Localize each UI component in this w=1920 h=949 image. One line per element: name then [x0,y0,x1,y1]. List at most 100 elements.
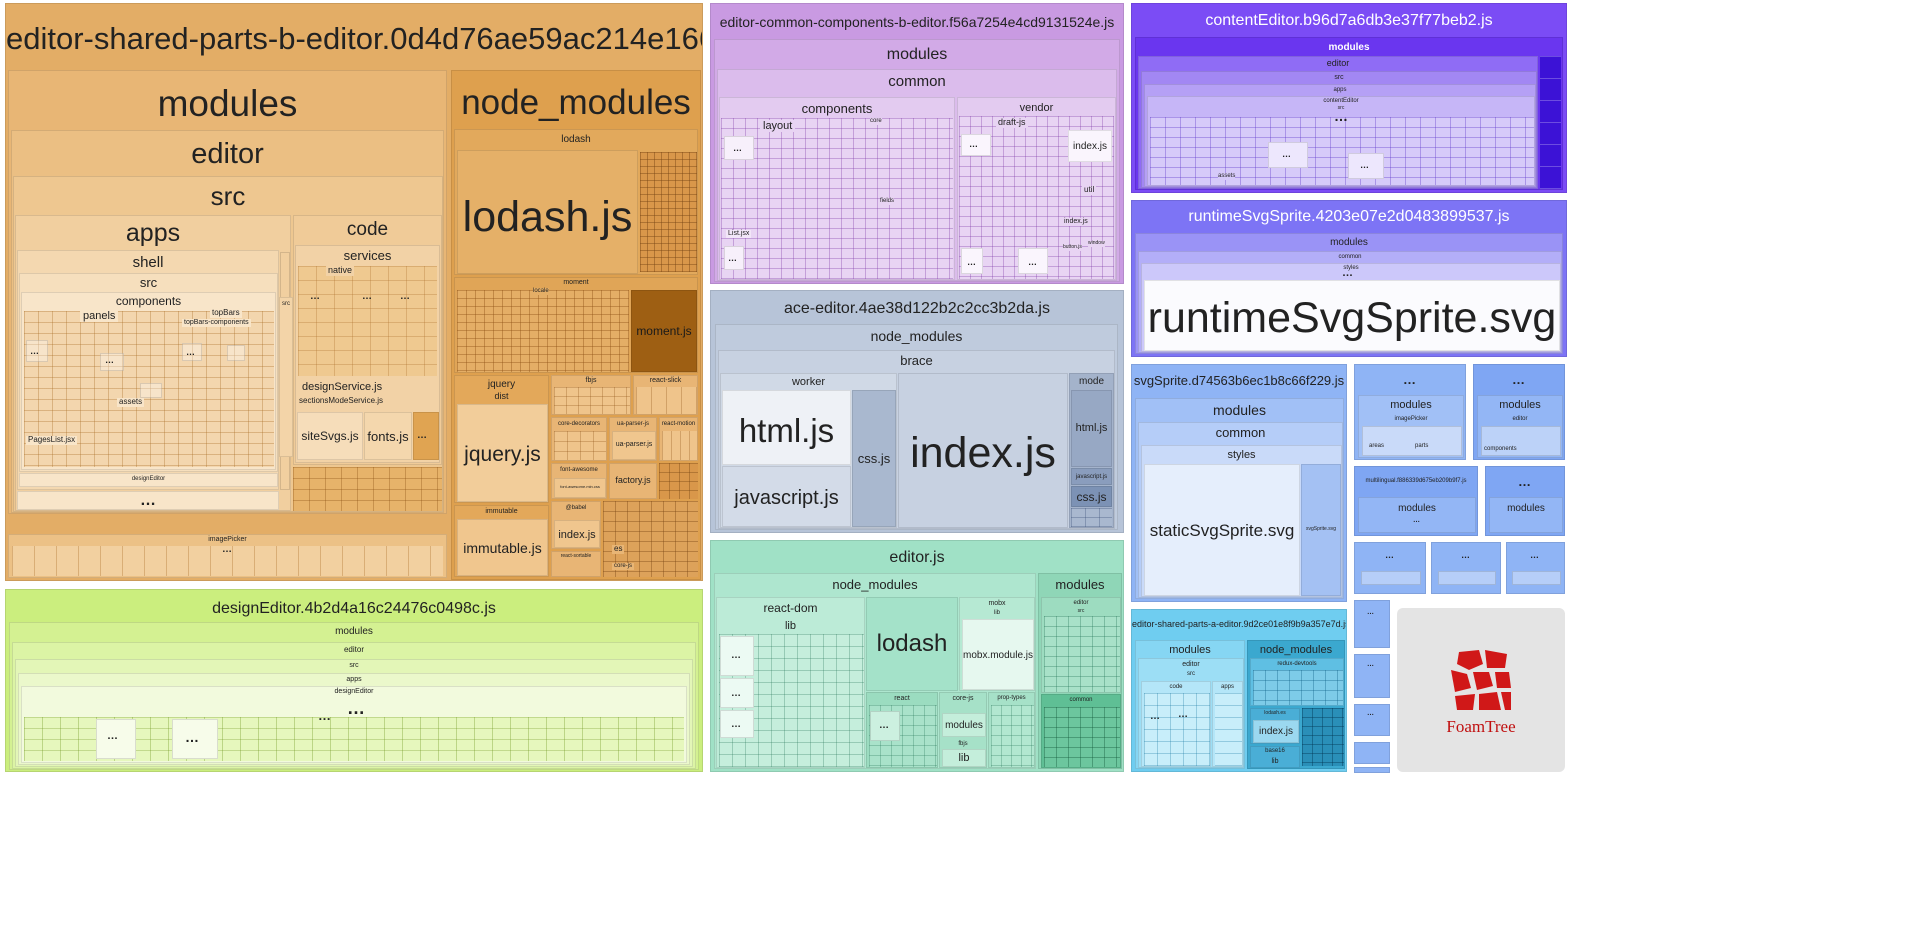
group-apps[interactable]: apps [1212,681,1243,767]
mode-css-file[interactable]: css.js [1071,486,1112,507]
file-block[interactable] [870,711,900,741]
bundle-tiny-6[interactable]: … [1354,704,1390,736]
group-babel[interactable]: @babel index.js [551,501,601,549]
bundle-tiny-8[interactable] [1354,767,1390,773]
file-block[interactable] [961,248,983,274]
moment-js-file[interactable]: moment.js [631,290,697,372]
file-block[interactable] [720,710,754,738]
group-base16[interactable]: base16 lib [1250,746,1300,768]
group-apps[interactable]: apps designEditor … … … … [18,673,690,765]
bundle-small-a[interactable]: … modules imagePicker areas parts [1354,364,1466,460]
worker-html-file[interactable]: html.js [722,390,851,465]
group-design-editor[interactable]: designEditor … … … … [21,686,687,763]
bundle-tiny-4[interactable]: … [1354,600,1390,648]
group-modules[interactable]: modules editor src apps designEditor … …… [9,622,699,770]
group-react-motion[interactable]: react-motion [659,417,698,461]
group-editor[interactable]: editor src [1041,597,1121,693]
file-block[interactable] [1438,571,1496,585]
group-editor[interactable]: editor src apps shell src components pan… [11,130,444,513]
bundle-editor-shared-parts-a[interactable]: editor-shared-parts-a-editor.9d2ce01e8f9… [1131,609,1347,772]
worker-css-file[interactable]: css.js [852,390,896,527]
worker-javascript-file[interactable]: javascript.js [722,466,851,527]
group-worker[interactable]: worker html.js javascript.js css.js [720,373,897,528]
services-small-file[interactable]: … [413,412,439,460]
group-src-inner[interactable]: src components panels topBars topBars-co… [19,273,278,472]
group-lodash[interactable]: lodash lodash.js [454,129,698,275]
group-modules[interactable]: modules editor components [1477,395,1563,458]
group-core-js[interactable]: core-js modules fbjs lib [939,692,987,768]
bundle-tiny-2[interactable]: … [1431,542,1501,594]
code-misc-mosaic[interactable] [293,467,442,511]
bundle-multilingual[interactable]: multilingual.f886339d675eb209b9f7.js mod… [1354,466,1478,536]
group-src[interactable]: src apps contentEditor src … … … assets [1141,71,1537,188]
node-modules-misc-mosaic[interactable] [1302,708,1344,766]
group-editor[interactable]: editor src code … … apps [1138,658,1244,768]
group-design-editor-files[interactable]: … [17,491,279,510]
file-block[interactable] [182,343,202,361]
file-block[interactable] [227,345,245,361]
mode-html-file[interactable]: html.js [1071,390,1112,467]
file-block[interactable] [140,383,162,398]
fbjs-lib-file[interactable]: lib [942,749,986,767]
file-block[interactable] [172,719,218,759]
bundle-tiny-7[interactable] [1354,742,1390,764]
file-block[interactable] [720,678,754,708]
group-editor[interactable]: editor src apps designEditor … … … … [12,642,696,769]
group-src-small[interactable]: src [279,297,293,457]
group-modules[interactable]: modules common styles … runtimeSvgSprite… [1135,233,1563,354]
group-modules[interactable]: modules … [1358,497,1476,533]
file-block[interactable] [26,340,48,362]
group-common[interactable]: common styles … runtimeSvgSprite.svg [1138,251,1562,353]
group-image-picker[interactable]: imagePicker … [8,534,447,578]
group-mode[interactable]: mode html.js javascript.js css.js [1069,373,1114,528]
group-modules[interactable]: modules [1489,497,1563,533]
index-js-file[interactable]: index.js [1253,720,1299,743]
file-block[interactable] [724,136,754,160]
bundle-tiny-3[interactable]: … [1506,542,1565,594]
bundle-tiny-5[interactable]: … [1354,654,1390,698]
jquery-js-file[interactable]: jquery.js [457,404,548,502]
mode-javascript-file[interactable]: javascript.js [1071,468,1112,485]
group-modules[interactable]: modules common styles staticSvgSprite.sv… [1135,398,1344,599]
misc-node-modules-mosaic[interactable] [659,463,698,499]
ua-parser-file[interactable]: ua-parser.js [612,431,656,460]
file-block[interactable] [100,353,124,371]
group-immutable[interactable]: immutable immutable.js [454,505,549,577]
group-editor[interactable]: editor src apps contentEditor src … … … … [1138,56,1538,189]
lodash-js-file[interactable]: lodash.js [457,150,638,274]
file-block[interactable] [96,719,136,759]
group-components[interactable]: components panels topBars topBars-compon… [21,292,276,470]
group-mobx[interactable]: mobx lib mobx.module.js [959,597,1035,691]
file-block[interactable] [961,134,991,156]
bundle-content-editor[interactable]: contentEditor.b96d7a6db3e37f77beb2.js mo… [1131,3,1567,193]
group-src[interactable]: src apps shell src components panels top… [13,176,443,512]
bundle-small-b[interactable]: … modules editor components [1473,364,1565,460]
modules-inner-file[interactable]: modules [942,713,986,737]
group-brace[interactable]: brace worker html.js javascript.js css.j… [718,350,1115,529]
babel-index-file[interactable]: index.js [554,520,600,548]
group-font-awesome[interactable]: font-awesome font-awesome.min.css [551,463,607,499]
group-modules[interactable]: modules editor src common [1038,573,1122,769]
bundle-small-c[interactable]: … modules [1485,466,1565,536]
group-fbjs[interactable]: fbjs [551,375,631,415]
group-moment[interactable]: moment locale moment.js [454,277,698,373]
group-react-sortable[interactable]: react-sortable [551,551,601,577]
group-common[interactable]: common components layout core fields Lis… [717,69,1117,281]
bundle-svg-sprite[interactable]: svgSprite.d74563b6ec1b8c66f229.js module… [1131,364,1347,602]
group-modules[interactable]: modules editor src code … … apps [1135,640,1245,769]
group-services[interactable]: services native … … … designService.js s… [295,245,440,463]
group-apps[interactable]: apps shell src components panels topBars… [15,215,291,511]
group-common[interactable]: common [1041,694,1121,768]
group-design-editor[interactable]: designEditor [19,473,278,487]
file-block[interactable] [720,636,754,676]
group-modules[interactable]: modules editor src apps contentEditor sr… [1135,37,1563,190]
bundle-ace-editor[interactable]: ace-editor.4ae38d122b2c2cc3b2da.js node_… [710,290,1124,533]
group-node-modules[interactable]: node_modules redux-devtools lodash.es in… [1247,640,1345,769]
bundle-runtime-svg-sprite[interactable]: runtimeSvgSprite.4203e07e2d0483899537.js… [1131,200,1567,357]
group-modules[interactable]: modules common components layout core fi… [714,39,1120,282]
group-styles[interactable]: styles staticSvgSprite.svg svgSprite.svg [1141,445,1342,597]
file-block[interactable] [1512,571,1561,585]
site-svgs-file[interactable]: siteSvgs.js [297,412,363,460]
svg-sprite-svg-file[interactable]: svgSprite.svg [1301,464,1341,596]
group-code[interactable]: code … … [1141,681,1211,767]
